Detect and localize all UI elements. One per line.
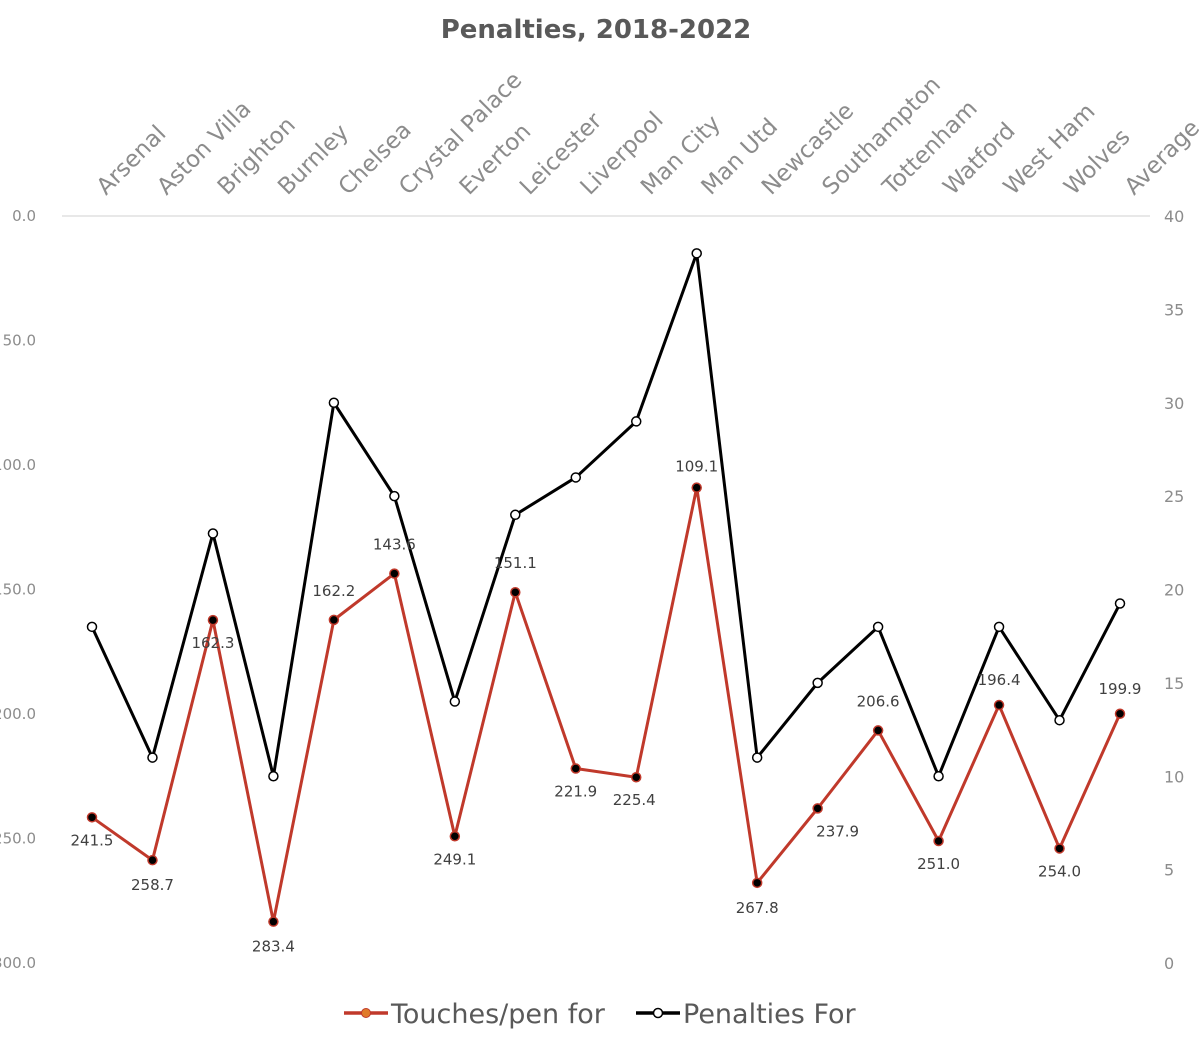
point-touches-liverpool	[570, 763, 582, 774]
point-penalties-man-utd	[691, 248, 702, 259]
point-touches-man-city	[630, 771, 642, 783]
y-right-tick-0: 0	[1164, 954, 1174, 973]
legend-marker-touches	[361, 1008, 371, 1018]
point-penalties-man-city	[630, 416, 642, 427]
point-penalties-newcastle	[751, 752, 763, 763]
point-touches-watford	[933, 835, 944, 847]
point-penalties-crystal-palace	[389, 490, 400, 502]
point-touches-burnley	[268, 916, 279, 927]
y-left-tick-150-0: 150.0	[0, 581, 36, 599]
data-label-touches-southampton: 237.9	[816, 822, 859, 840]
point-touches-southampton	[812, 803, 823, 814]
series-lines	[90, 251, 1122, 924]
y-right-tick-40: 40	[1164, 207, 1184, 226]
data-label-touches-watford: 251.0	[917, 855, 960, 873]
data-label-touches-brighton: 162.3	[191, 634, 234, 652]
point-touches-average	[1114, 708, 1126, 720]
point-touches-brighton	[207, 614, 219, 626]
y-right-tick-15: 15	[1164, 674, 1184, 693]
line-touches-per-pen	[91, 486, 1122, 924]
data-label-touches-everton: 249.1	[433, 850, 476, 868]
data-label-touches-newcastle: 267.8	[736, 899, 779, 917]
point-penalties-wolves	[1054, 714, 1065, 726]
point-penalties-southampton	[812, 677, 823, 689]
category-label-average: Average	[1120, 115, 1200, 200]
point-penalties-burnley	[268, 771, 279, 782]
point-penalties-liverpool	[570, 472, 582, 483]
chart-title: Penalties, 2018-2022	[441, 15, 752, 45]
y-left-tick-0-0: 0.0	[12, 207, 36, 225]
legend-label-penalties: Penalties For	[683, 999, 857, 1030]
point-penalties-leicester	[510, 509, 521, 521]
y-left-tick-50-0: 50.0	[3, 332, 36, 350]
data-label-touches-leicester: 151.1	[494, 554, 537, 572]
legend: Touches/pen for Penalties For	[344, 999, 857, 1030]
y-left-tick-200-0: 200.0	[0, 705, 36, 723]
point-touches-chelsea	[328, 614, 340, 626]
point-touches-wolves	[1054, 843, 1065, 854]
point-touches-west-ham	[993, 699, 1005, 711]
point-touches-aston-villa	[147, 854, 158, 866]
y-left-tick-100-0: 100.0	[0, 456, 36, 474]
y-right-tick-5: 5	[1164, 861, 1174, 880]
legend-label-touches: Touches/pen for	[390, 999, 606, 1030]
point-penalties-brighton	[207, 528, 219, 539]
legend-marker-penalties	[652, 1007, 664, 1019]
data-label-touches-crystal-palace: 143.6	[373, 536, 416, 554]
point-penalties-west-ham	[993, 621, 1005, 633]
data-label-touches-liverpool: 221.9	[554, 783, 597, 801]
point-penalties-tottenham	[872, 621, 884, 633]
point-penalties-everton	[449, 696, 461, 707]
data-label-touches-aston-villa: 258.7	[131, 876, 174, 894]
data-label-touches-man-city: 225.4	[613, 791, 656, 809]
y-left-tick-300-0: 300.0	[0, 954, 36, 972]
point-touches-man-utd	[691, 482, 702, 493]
data-label-touches-tottenham: 206.6	[857, 692, 900, 710]
series-markers	[86, 248, 1126, 927]
data-labels: 241.5 258.7 162.3 283.4 162.2 143.6 249.1 151.1…	[71, 458, 1142, 956]
point-penalties-aston-villa	[147, 752, 158, 763]
data-label-touches-burnley: 283.4	[252, 938, 295, 956]
y-right-tick-25: 25	[1164, 487, 1184, 506]
axes: 0.0 50.0 100.0 150.0 200.0 250.0 300.0 0 5 10 15 20…	[0, 207, 1184, 973]
point-penalties-arsenal	[86, 621, 98, 633]
data-label-touches-arsenal: 241.5	[71, 831, 114, 849]
point-touches-tottenham	[872, 725, 884, 736]
data-label-touches-man-utd: 109.1	[675, 458, 718, 476]
data-label-touches-wolves: 254.0	[1038, 862, 1081, 880]
point-touches-leicester	[510, 586, 521, 598]
point-penalties-chelsea	[328, 397, 340, 408]
data-label-touches-average: 199.9	[1099, 680, 1142, 698]
point-penalties-watford	[933, 771, 944, 782]
point-touches-arsenal	[86, 812, 98, 823]
point-touches-everton	[449, 831, 461, 842]
point-penalties-average	[1114, 598, 1126, 609]
point-touches-newcastle	[751, 877, 763, 889]
data-label-touches-chelsea: 162.2	[312, 582, 355, 600]
y-right-tick-30: 30	[1164, 394, 1184, 413]
y-right-tick-35: 35	[1164, 300, 1184, 319]
line-penalties-for	[90, 251, 1122, 778]
y-right-tick-20: 20	[1164, 581, 1184, 600]
y-right-tick-10: 10	[1164, 767, 1184, 786]
data-label-touches-west-ham: 196.4	[978, 671, 1021, 689]
y-left-tick-250-0: 250.0	[0, 830, 36, 848]
point-touches-crystal-palace	[389, 568, 400, 579]
